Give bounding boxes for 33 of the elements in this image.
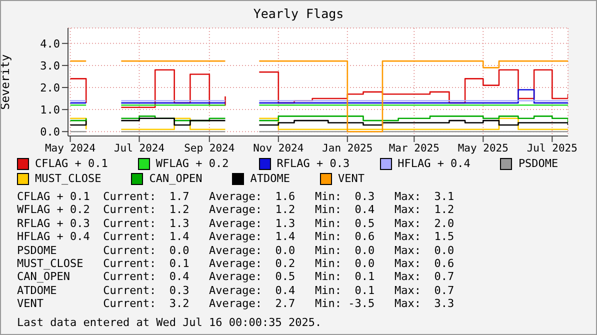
y-tick-label: 3.0 xyxy=(40,59,60,72)
x-tick-label: Jul 2025 xyxy=(526,142,578,154)
y-tick-label: 1.0 xyxy=(40,103,60,116)
legend-label: CAN_OPEN xyxy=(149,171,202,186)
x-tick-label: May 2025 xyxy=(458,142,508,154)
text: ATDOME Current: 0.3 Average: 0.4 Min: 0.1 Max: 0.7 xyxy=(17,284,456,298)
text: PSDOME Current: 0.0 Average: 0.0 Min: 0.0 Max: 0.0 xyxy=(17,244,456,258)
x-tick-label: Mar 2025 xyxy=(388,142,440,154)
text: CAN_OPEN Current: 0.4 Average: 0.5 Min: 0.1 Max: 0.7 xyxy=(17,270,456,284)
legend-label: VENT xyxy=(338,171,364,186)
x-tick-label: Sep 2024 xyxy=(184,142,235,154)
x-tick-label: Jan 2025 xyxy=(322,142,373,154)
legend-label: MUST_CLOSE xyxy=(35,171,102,186)
chart-title: Yearly Flags xyxy=(252,6,345,23)
x-tick-label: Nov 2024 xyxy=(253,142,304,154)
text: MUST_CLOSE Current: 0.1 Average: 0.2 Min: 0.0 Max: 0.6 xyxy=(17,257,456,270)
text: RFLAG + 0.3 Current: 1.3 Average: 1.3 Min: 0.5 Max: 2.0 xyxy=(17,216,456,230)
text: HFLAG + 0.4 Current: 1.4 Average: 1.4 Min: 0.6 Max: 1.5 xyxy=(17,230,456,244)
legend-label: WFLAG + 0.2 xyxy=(156,156,229,171)
y-tick-label: 0.0 xyxy=(40,125,60,138)
legend-label: HFLAG + 0.4 xyxy=(398,156,470,171)
legend-label: CFLAG + 0.1 xyxy=(35,156,108,171)
legend-label: RFLAG + 0.3 xyxy=(276,156,350,171)
text: VENT Current: 3.2 Average: 2.7 Min: -3.5 Max: 3.3 xyxy=(17,297,456,311)
y-tick-label: 4.0 xyxy=(40,37,60,50)
x-tick-label: Jul 2024 xyxy=(114,142,165,154)
text: Last data entered at Wed Jul 16 00:00:35 2025. xyxy=(17,316,323,329)
y-tick-label: 2.0 xyxy=(40,81,60,94)
legend-label: ATDOME xyxy=(250,171,290,186)
text: WFLAG + 0.2 Current: 1.2 Average: 1.2 Min: 0.4 Max: 1.2 xyxy=(17,203,456,217)
text: CFLAG + 0.1 Current: 1.7 Average: 1.6 Min: 0.3 Max: 3.1 xyxy=(17,190,456,204)
x-tick-label: May 2024 xyxy=(44,142,96,154)
legend-label: PSDOME xyxy=(518,156,558,171)
